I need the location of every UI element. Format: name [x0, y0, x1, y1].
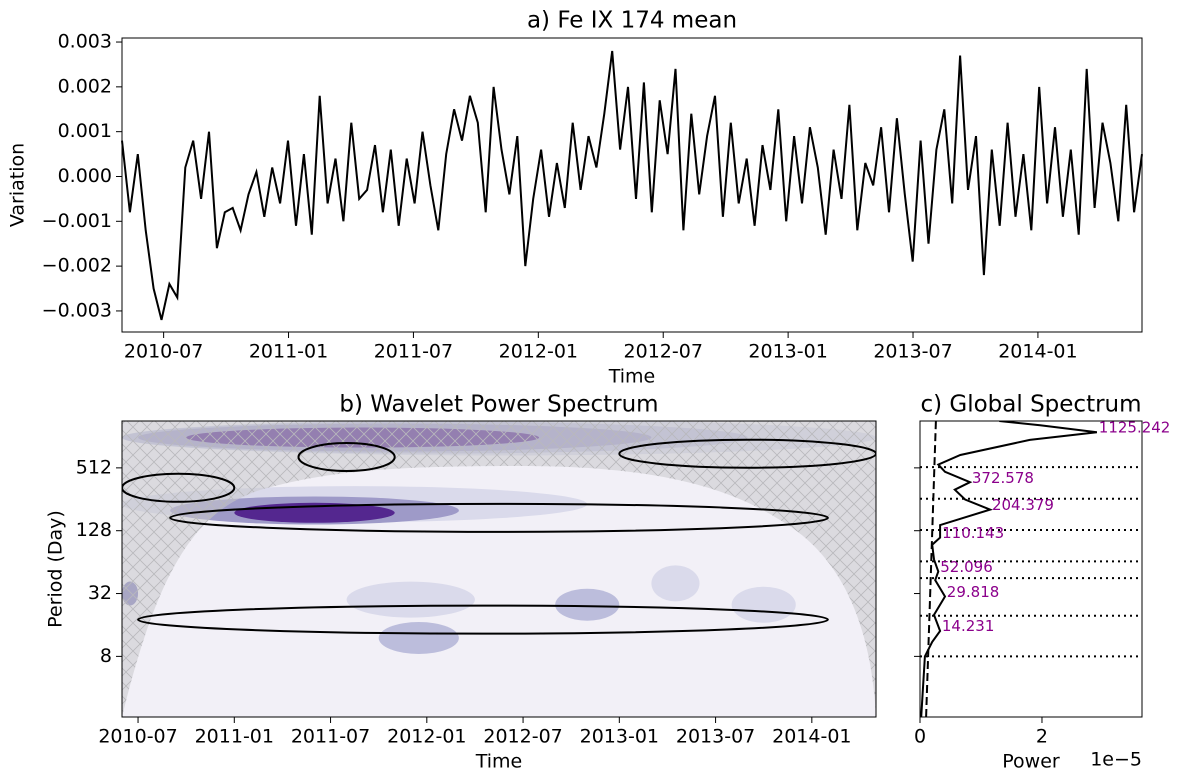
title-b: b) Wavelet Power Spectrum — [339, 392, 658, 418]
x-tick-label: 2011-07 — [291, 726, 370, 748]
y-tick-label: 32 — [88, 582, 112, 604]
peak-label: 372.578 — [972, 469, 1034, 487]
y-tick-label: −0.003 — [42, 299, 112, 321]
significance-contour — [169, 502, 829, 533]
x-tick-label: 2014-01 — [998, 341, 1077, 363]
y-label-b: Period (Day) — [45, 510, 67, 628]
y-tick-label: 8 — [100, 645, 112, 667]
significance-contours — [122, 438, 876, 635]
title-a: a) Fe IX 174 mean — [527, 8, 737, 34]
power-blob — [346, 581, 475, 618]
y-tick-label: 128 — [76, 519, 112, 541]
x-tick-label: 2012-07 — [624, 341, 703, 363]
power-blob — [731, 586, 796, 623]
significance-line — [925, 421, 937, 717]
power-blob — [378, 621, 459, 654]
y-tick-label: 0.002 — [58, 75, 112, 97]
axes-c: 0 2 1125.242 372.578 204.379 110.143 52.096 29.… — [914, 419, 1170, 748]
frame-c — [919, 420, 1143, 718]
x-tick-label: 2013-01 — [748, 341, 827, 363]
power-blob — [651, 565, 700, 602]
x-tick-label: 0 — [914, 726, 926, 748]
x-tick-label: 2013-07 — [873, 341, 952, 363]
x-tick-label: 2011-01 — [195, 726, 274, 748]
y-tick-label: 0.000 — [58, 165, 112, 187]
coi-hatch — [122, 421, 876, 717]
x-tick-label: 2013-07 — [676, 726, 755, 748]
x-tick-label: 2 — [1036, 726, 1048, 748]
y-tick-label: 0.001 — [58, 120, 112, 142]
spectrum-line — [920, 421, 1098, 717]
frame-a — [121, 37, 1143, 333]
x-offset-label: 1e−5 — [1090, 749, 1142, 771]
peak-label: 29.818 — [947, 583, 1000, 601]
frame-b — [121, 420, 877, 718]
peak-label: 204.379 — [992, 496, 1054, 514]
x-label-c: Power — [1002, 751, 1060, 773]
power-blob — [555, 588, 620, 621]
significance-contour — [137, 604, 829, 635]
axes-b: 2010-07 2011-01 2011-07 2012-01 2012-07 2013-… — [76, 456, 852, 747]
y-tick-label: 0.003 — [58, 31, 112, 53]
significance-contour — [297, 442, 396, 473]
y-tick-label: −0.002 — [42, 255, 112, 277]
peak-label: 14.231 — [942, 617, 995, 635]
peak-label: 52.096 — [940, 558, 993, 576]
y-tick-label: 512 — [76, 456, 112, 478]
x-tick-label: 2012-01 — [387, 726, 466, 748]
y-label-a: Variation — [7, 143, 29, 227]
x-tick-label: 2012-07 — [483, 726, 562, 748]
x-tick-label: 2010-07 — [98, 726, 177, 748]
x-tick-label: 2010-07 — [124, 341, 203, 363]
x-tick-label: 2011-07 — [374, 341, 453, 363]
significance-contour — [122, 472, 236, 503]
x-tick-label: 2014-01 — [772, 726, 851, 748]
peak-label: 1125.242 — [1099, 419, 1171, 437]
x-tick-label: 2013-01 — [580, 726, 659, 748]
cone-of-influence — [122, 421, 876, 717]
x-tick-label: 2012-01 — [499, 341, 578, 363]
x-label-a: Time — [608, 366, 656, 388]
peak-label: 110.143 — [942, 524, 1004, 542]
x-tick-label: 2011-01 — [249, 341, 328, 363]
series-line — [121, 50, 1143, 321]
panel-a: 2010-07 2011-01 2011-07 2012-01 2012-07 2013-… — [42, 31, 1143, 363]
title-c: c) Global Spectrum — [920, 392, 1141, 418]
y-tick-label: −0.001 — [42, 210, 112, 232]
x-label-b: Time — [475, 751, 523, 773]
panel-c — [920, 421, 1142, 717]
